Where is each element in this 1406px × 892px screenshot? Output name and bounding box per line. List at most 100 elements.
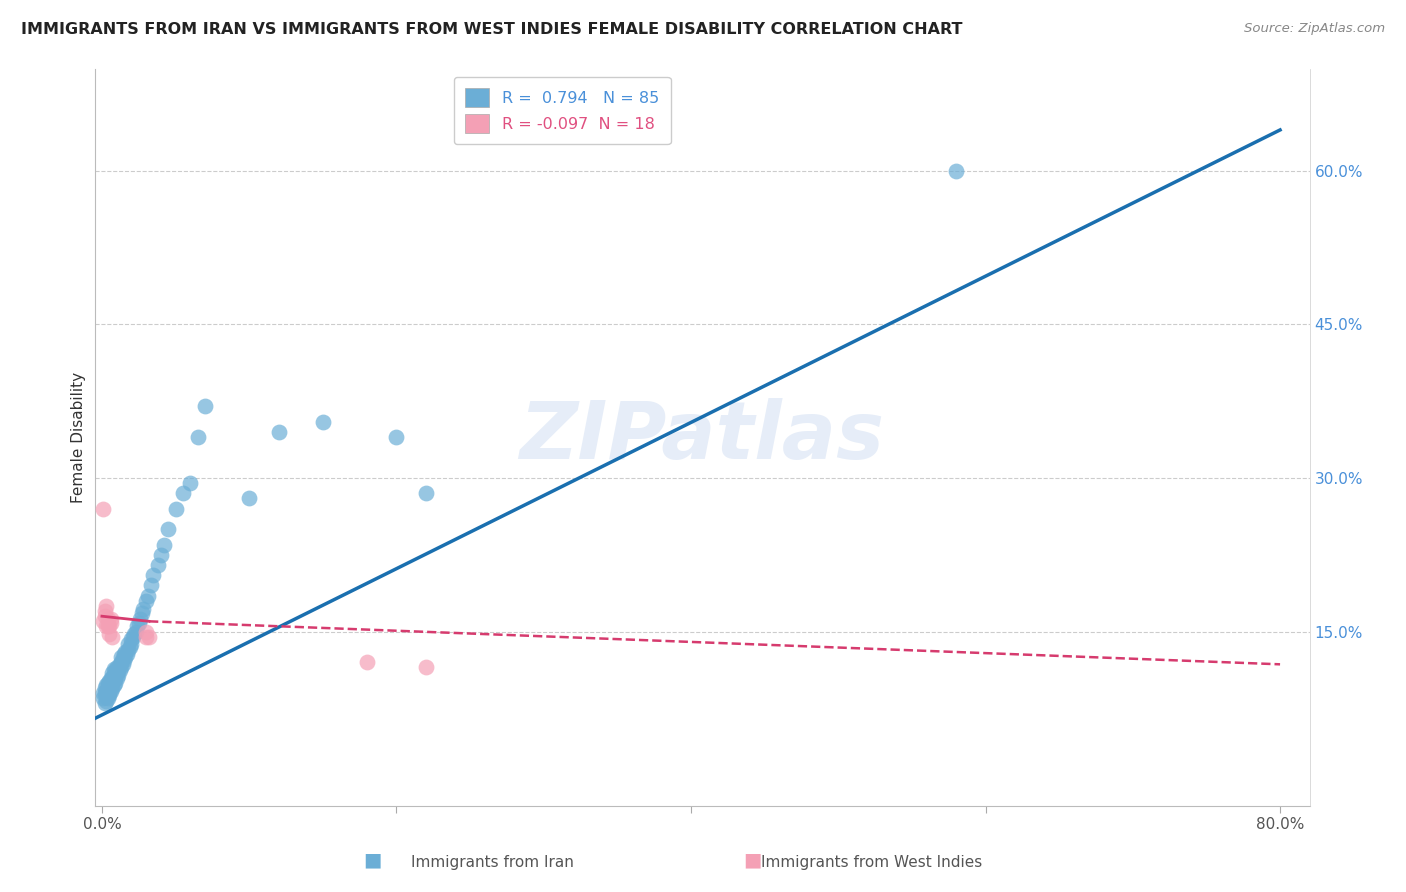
Point bbox=[93, 615, 115, 629]
Point bbox=[110, 655, 132, 669]
Text: IMMIGRANTS FROM IRAN VS IMMIGRANTS FROM WEST INDIES FEMALE DISABILITY CORRELATIO: IMMIGRANTS FROM IRAN VS IMMIGRANTS FROM … bbox=[21, 22, 963, 37]
Point bbox=[267, 425, 290, 439]
Point bbox=[104, 675, 127, 690]
Point bbox=[128, 616, 150, 631]
Point bbox=[127, 619, 149, 633]
Point bbox=[117, 643, 139, 657]
Point bbox=[96, 688, 118, 702]
Point bbox=[117, 637, 139, 651]
Point bbox=[107, 667, 129, 681]
Point bbox=[101, 665, 124, 680]
Point bbox=[94, 604, 117, 618]
Point bbox=[165, 501, 187, 516]
Point bbox=[131, 606, 153, 620]
Point bbox=[101, 630, 124, 644]
Point bbox=[115, 647, 138, 661]
Point bbox=[415, 660, 437, 674]
Point bbox=[111, 657, 134, 672]
Point bbox=[98, 626, 121, 640]
Point bbox=[98, 673, 121, 688]
Point bbox=[238, 491, 260, 506]
Point bbox=[103, 667, 125, 681]
Point bbox=[103, 662, 125, 676]
Point bbox=[97, 619, 120, 633]
Point bbox=[945, 164, 967, 178]
Point bbox=[96, 678, 118, 692]
Point bbox=[97, 688, 120, 702]
Point bbox=[157, 522, 180, 536]
Point bbox=[101, 675, 124, 690]
Point bbox=[146, 558, 169, 572]
Point bbox=[356, 655, 378, 669]
Point bbox=[135, 630, 157, 644]
Point bbox=[114, 645, 136, 659]
Point bbox=[96, 694, 118, 708]
Point bbox=[93, 686, 115, 700]
Point bbox=[108, 657, 131, 672]
Point bbox=[107, 662, 129, 676]
Point bbox=[96, 684, 118, 698]
Point bbox=[101, 681, 124, 695]
Point bbox=[100, 612, 122, 626]
Point bbox=[105, 665, 128, 680]
Point bbox=[98, 681, 121, 696]
Point bbox=[135, 624, 157, 639]
Text: ■: ■ bbox=[363, 851, 382, 870]
Point bbox=[139, 578, 162, 592]
Point bbox=[194, 400, 217, 414]
Point bbox=[98, 619, 121, 633]
Point bbox=[120, 637, 142, 651]
Point bbox=[97, 691, 120, 706]
Point bbox=[110, 660, 132, 674]
Point bbox=[103, 678, 125, 692]
Point bbox=[129, 612, 152, 626]
Point bbox=[94, 681, 117, 695]
Legend: R =  0.794   N = 85, R = -0.097  N = 18: R = 0.794 N = 85, R = -0.097 N = 18 bbox=[454, 77, 671, 145]
Point bbox=[135, 594, 157, 608]
Text: Immigrants from Iran: Immigrants from Iran bbox=[411, 855, 574, 870]
Point bbox=[124, 626, 146, 640]
Text: Immigrants from West Indies: Immigrants from West Indies bbox=[761, 855, 983, 870]
Text: Source: ZipAtlas.com: Source: ZipAtlas.com bbox=[1244, 22, 1385, 36]
Point bbox=[111, 651, 134, 665]
Y-axis label: Female Disability: Female Disability bbox=[72, 371, 86, 502]
Point bbox=[120, 632, 142, 646]
Point bbox=[104, 664, 127, 678]
Point bbox=[187, 430, 209, 444]
Point bbox=[97, 680, 120, 694]
Point bbox=[97, 675, 120, 690]
Point bbox=[103, 673, 125, 687]
Point bbox=[112, 653, 135, 667]
Point bbox=[121, 630, 143, 644]
Point bbox=[152, 537, 174, 551]
Point bbox=[132, 602, 155, 616]
Point bbox=[100, 616, 122, 631]
Point bbox=[105, 671, 128, 685]
Point bbox=[112, 647, 135, 661]
Point bbox=[114, 650, 136, 665]
Point bbox=[110, 650, 132, 665]
Point bbox=[93, 691, 115, 706]
Point bbox=[415, 486, 437, 500]
Point bbox=[96, 690, 118, 704]
Text: ZIPatlas: ZIPatlas bbox=[520, 398, 884, 476]
Point bbox=[108, 664, 131, 678]
Point bbox=[105, 660, 128, 674]
Point bbox=[94, 696, 117, 710]
Point bbox=[94, 609, 117, 624]
Point bbox=[179, 476, 201, 491]
Point bbox=[98, 688, 121, 702]
Point bbox=[94, 686, 117, 700]
Point bbox=[142, 568, 165, 582]
Point bbox=[104, 670, 127, 684]
Point bbox=[100, 684, 122, 698]
Point bbox=[96, 599, 118, 613]
Point bbox=[136, 589, 159, 603]
Point bbox=[385, 430, 408, 444]
Point bbox=[100, 680, 122, 694]
Point bbox=[98, 678, 121, 692]
Point bbox=[138, 630, 160, 644]
Point bbox=[101, 671, 124, 685]
Point bbox=[118, 640, 141, 654]
Point bbox=[100, 671, 122, 685]
